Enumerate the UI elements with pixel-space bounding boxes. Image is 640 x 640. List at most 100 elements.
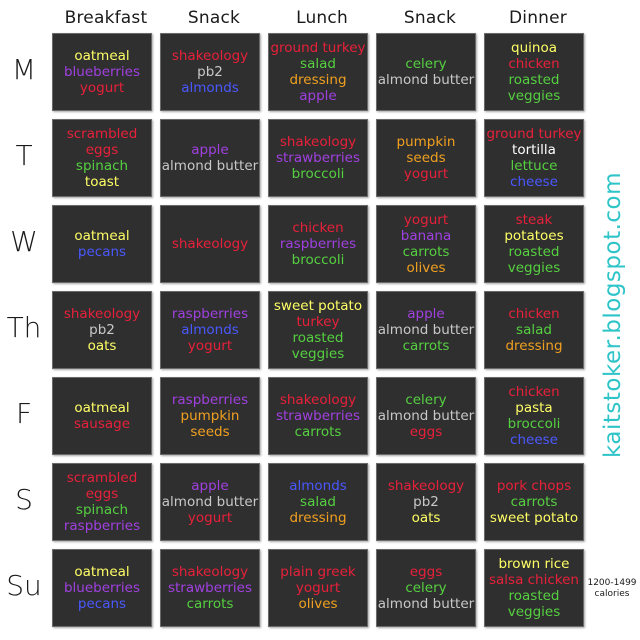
day-label-th: Th [6,311,42,344]
food-item: salad [516,322,552,338]
food-item: almond butter [161,158,259,174]
food-item: celery [405,56,447,72]
meal-cell: steak potatoes roasted veggies [484,205,584,283]
food-item: veggies [507,260,561,276]
column-header-snack: Snack [187,8,241,28]
day-label-t: T [15,139,33,172]
food-item: sweet potato [489,510,579,526]
food-item: almond butter [377,72,475,88]
food-item: shakeology [279,134,357,150]
food-item: chicken [292,220,344,236]
meal-cell: shakeology strawberries carrots [268,377,368,455]
food-item: almonds [181,80,239,96]
food-item: oatmeal [74,564,130,580]
food-item: shakeology [63,306,141,322]
food-item: broccoli [291,252,345,268]
food-item: shakeology [171,236,249,252]
meal-cell: shakeology pb2 oats [52,291,152,369]
meal-cell: apple almond butter yogurt [160,463,260,541]
meal-cell: ground turkey tortilla lettuce cheese [484,119,584,197]
meal-cell: celery almond butter [376,33,476,111]
food-item: turkey [296,314,340,330]
food-item: steak [515,212,553,228]
meal-cell: ground turkey salad dressing apple [268,33,368,111]
food-item: oatmeal [74,400,130,416]
food-item: seeds [406,150,446,166]
food-item: broccoli [507,416,561,432]
food-item: shakeology [387,478,465,494]
food-item: apple [191,142,229,158]
food-item: chicken [508,56,560,72]
meal-cell: scrambled eggs spinach toast [52,119,152,197]
food-item: yogurt [403,212,449,228]
food-item: yogurt [187,338,233,354]
meal-cell: plain greek yogurt olives [268,549,368,627]
food-item: shakeology [171,48,249,64]
food-item: almond butter [377,322,475,338]
food-item: strawberries [167,580,253,596]
calorie-note: 1200-1499 calories [586,578,638,600]
food-item: blueberries [63,64,140,80]
meal-cell: almonds salad dressing [268,463,368,541]
food-item: almonds [289,478,347,494]
meal-cell: shakeology strawberries carrots [160,549,260,627]
food-item: carrots [186,596,234,612]
food-item: yogurt [403,166,449,182]
meal-cell: scrambled eggs spinach raspberries [52,463,152,541]
meal-cell: pumpkin seeds yogurt [376,119,476,197]
food-item: salsa chicken [488,572,579,588]
food-item: shakeology [171,564,249,580]
food-item: carrots [294,424,342,440]
food-item: pb2 [89,322,115,338]
food-item: blueberries [63,580,140,596]
food-item: cheese [510,432,558,448]
meal-cell: yogurt banana carrots olives [376,205,476,283]
food-item: pumpkin [396,134,456,150]
meal-cell: oatmeal blueberries pecans [52,549,152,627]
food-item: plain greek [280,564,356,580]
food-item: banana [400,228,452,244]
food-item: olives [298,596,338,612]
food-item: chicken [508,306,560,322]
meal-cell: raspberries pumpkin seeds [160,377,260,455]
day-label-f: F [15,397,33,430]
meal-cell: chicken pasta broccoli cheese [484,377,584,455]
food-item: salad [300,56,336,72]
meal-cell: pork chops carrots sweet potato [484,463,584,541]
food-item: salad [300,494,336,510]
meal-cell: chicken raspberries broccoli [268,205,368,283]
food-item: almonds [181,322,239,338]
food-item: yogurt [79,80,125,96]
food-item: roasted [292,330,344,346]
food-item: shakeology [279,392,357,408]
food-item: raspberries [171,306,249,322]
food-item: roasted [508,588,560,604]
meal-cell: apple almond butter carrots [376,291,476,369]
food-item: pork chops [496,478,572,494]
day-label-s: S [15,483,33,516]
food-item: lettuce [510,158,558,174]
food-item: veggies [507,604,561,620]
food-item: raspberries [279,236,357,252]
food-item: seeds [190,424,230,440]
food-item: spinach [75,502,129,518]
food-item: pb2 [197,64,223,80]
food-item: pasta [515,400,553,416]
column-headers: Breakfast Snack Lunch Snack Dinner [48,8,588,34]
meal-cell: oatmeal blueberries yogurt [52,33,152,111]
food-item: oatmeal [74,228,130,244]
meal-cell: celery almond butter eggs [376,377,476,455]
column-header-dinner: Dinner [508,8,567,28]
food-item: oats [87,338,117,354]
food-item: yogurt [187,510,233,526]
food-item: carrots [510,494,558,510]
column-header-snack: Snack [403,8,457,28]
food-item: sweet potato [273,298,363,314]
meal-cell: shakeology pb2 oats [376,463,476,541]
food-item: eggs [409,424,443,440]
food-item: toast [84,174,120,190]
calorie-range: 1200-1499 [587,578,637,588]
food-item: spinach [75,158,129,174]
food-item: brown rice [498,556,570,572]
food-item: yogurt [295,580,341,596]
